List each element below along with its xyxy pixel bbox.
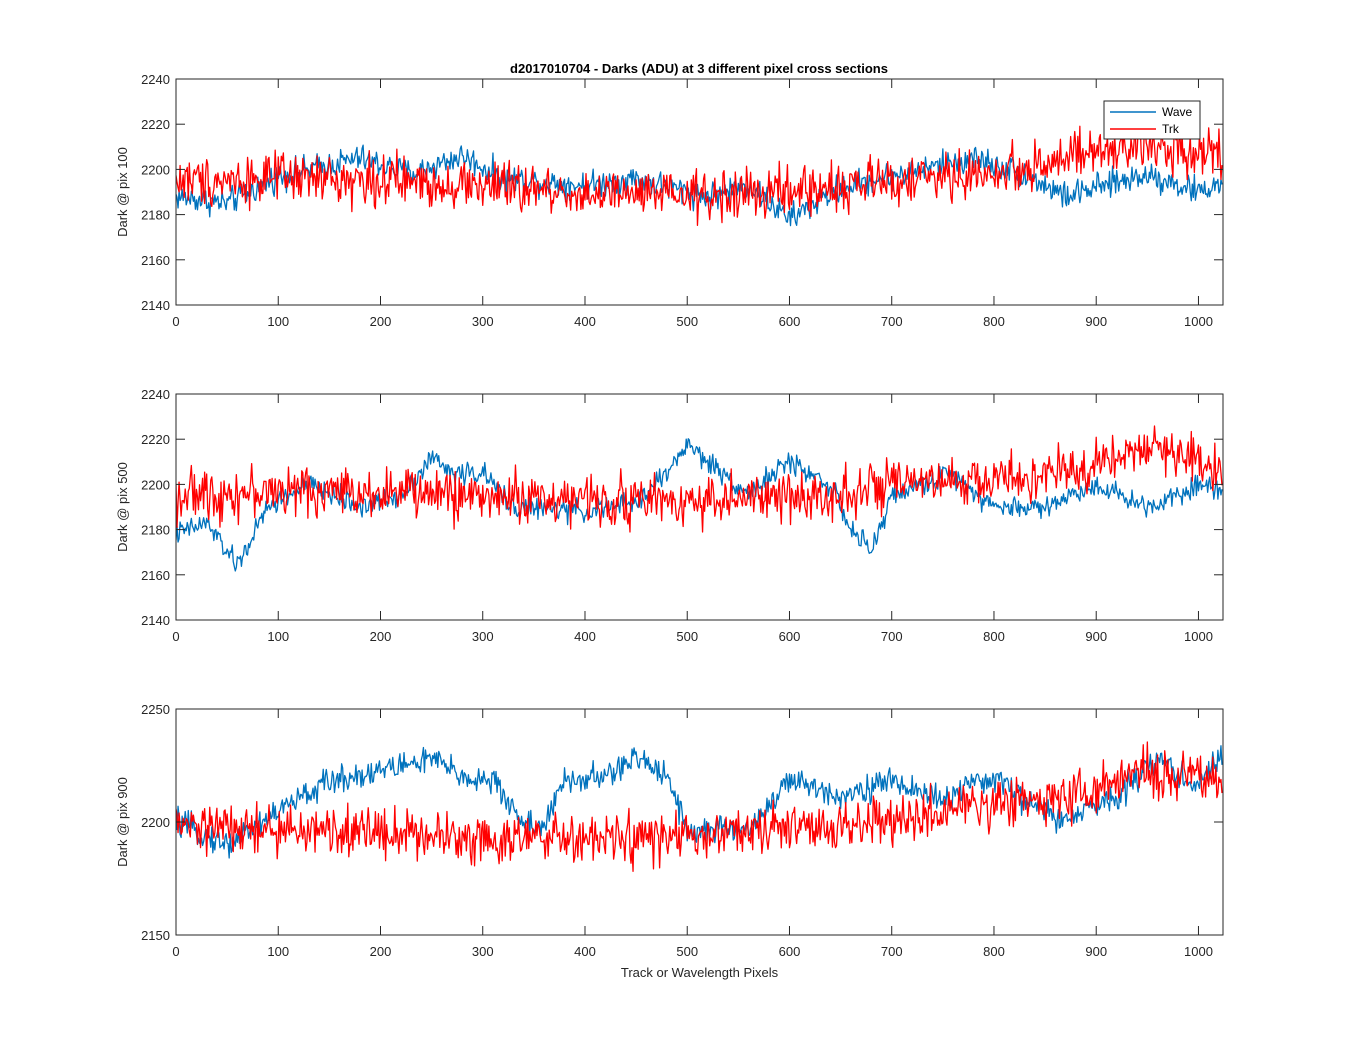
x-tick-label: 100 (267, 314, 289, 329)
y-tick-label: 2150 (141, 928, 170, 943)
x-tick-label: 300 (472, 314, 494, 329)
x-tick-label: 300 (472, 944, 494, 959)
x-tick-label: 900 (1085, 629, 1107, 644)
y-tick-label: 2140 (141, 613, 170, 628)
axes-box-2 (175, 393, 1224, 621)
legend-label-wave: Wave (1162, 105, 1193, 119)
x-tick-label: 200 (370, 314, 392, 329)
x-tick-label: 300 (472, 629, 494, 644)
x-tick-label: 500 (676, 944, 698, 959)
y-tick-label: 2220 (141, 117, 170, 132)
x-tick-label: 400 (574, 944, 596, 959)
y-axis-label-3: Dark @ pix 900 (115, 777, 130, 867)
legend-label-trk: Trk (1162, 122, 1180, 136)
y-tick-label: 2240 (141, 72, 170, 87)
figure-title: d2017010704 - Darks (ADU) at 3 different… (510, 61, 888, 76)
y-tick-label: 2160 (141, 253, 170, 268)
legend: Wave Trk (1103, 100, 1201, 140)
x-tick-label: 400 (574, 314, 596, 329)
y-tick-label: 2200 (141, 477, 170, 492)
x-tick-label: 800 (983, 629, 1005, 644)
series-line-trk-2 (176, 425, 1223, 533)
series-line-trk-1 (176, 119, 1223, 227)
y-tick-label: 2180 (141, 523, 170, 538)
x-tick-label: 600 (779, 944, 801, 959)
x-tick-label: 100 (267, 629, 289, 644)
x-tick-label: 200 (370, 944, 392, 959)
x-tick-label: 600 (779, 629, 801, 644)
y-tick-label: 2160 (141, 568, 170, 583)
x-tick-label: 500 (676, 314, 698, 329)
series-line-trk-3 (176, 741, 1223, 872)
y-tick-label: 2200 (141, 162, 170, 177)
y-tick-label: 2140 (141, 298, 170, 313)
legend-box (1103, 100, 1201, 140)
x-tick-label: 700 (881, 314, 903, 329)
x-tick-label: 1000 (1184, 314, 1213, 329)
x-tick-label: 0 (172, 629, 179, 644)
x-tick-label: 500 (676, 629, 698, 644)
subplot-3: 0 100 200 300 400 500 600 700 800 900 1000 2150 2200… (115, 702, 1224, 980)
x-tick-label: 900 (1085, 944, 1107, 959)
subplot-2: 0 100 200 300 400 500 600 700 800 900 1000 2140 2160… (115, 387, 1224, 644)
x-tick-label: 800 (983, 314, 1005, 329)
y-tick-label: 2180 (141, 208, 170, 223)
x-tick-label: 1000 (1184, 944, 1213, 959)
subplot-1: 0 100 200 300 400 500 600 700 800 900 1000 2140 2160… (115, 72, 1224, 329)
series-line-wave-2 (176, 438, 1223, 572)
x-tick-label: 700 (881, 629, 903, 644)
axes-box-1 (175, 78, 1224, 306)
x-tick-label: 0 (172, 314, 179, 329)
y-tick-label: 2220 (141, 432, 170, 447)
x-tick-label: 0 (172, 944, 179, 959)
y-tick-label: 2200 (141, 815, 170, 830)
series-line-wave-3 (176, 745, 1223, 859)
x-tick-label: 200 (370, 629, 392, 644)
x-tick-label: 600 (779, 314, 801, 329)
y-tick-label: 2240 (141, 387, 170, 402)
x-tick-label: 700 (881, 944, 903, 959)
series-line-wave-1 (176, 144, 1223, 227)
x-tick-label: 1000 (1184, 629, 1213, 644)
y-axis-label-1: Dark @ pix 100 (115, 147, 130, 237)
y-tick-label: 2250 (141, 702, 170, 717)
x-tick-label: 400 (574, 629, 596, 644)
x-axis-label: Track or Wavelength Pixels (621, 965, 779, 980)
x-tick-label: 800 (983, 944, 1005, 959)
x-tick-label: 100 (267, 944, 289, 959)
x-tick-label: 900 (1085, 314, 1107, 329)
y-axis-label-2: Dark @ pix 500 (115, 462, 130, 552)
subplots: 0 100 200 300 400 500 600 700 800 900 100021402160… (115, 72, 1224, 980)
